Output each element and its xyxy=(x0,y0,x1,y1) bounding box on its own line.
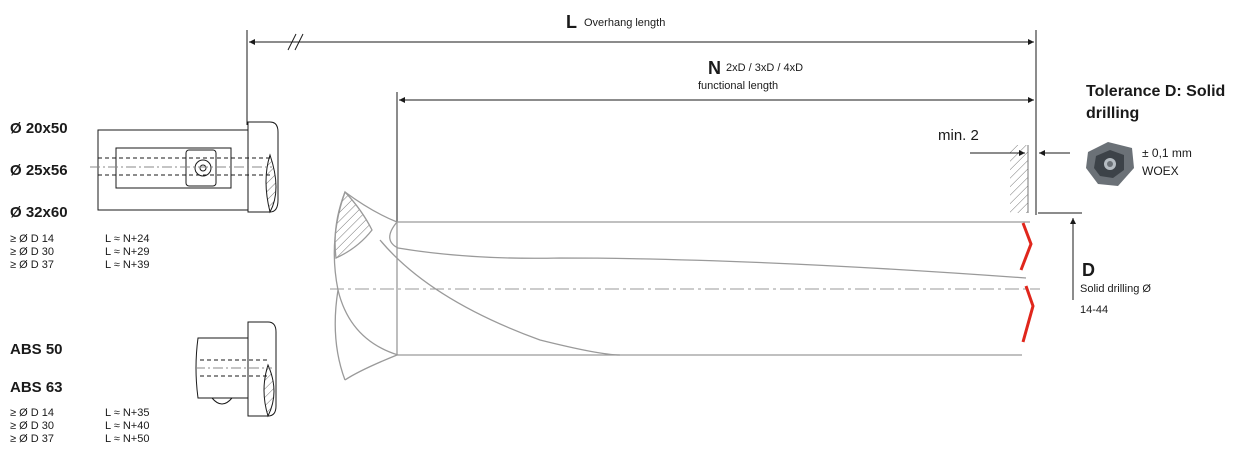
tolerance-value: ± 0,1 mm xyxy=(1142,146,1192,160)
spec-len: L ≈ N+50 xyxy=(105,433,150,445)
spec-dia: ≥ Ø D 14 xyxy=(10,233,54,245)
tolerance-title-line-2: drilling xyxy=(1086,105,1140,122)
size-label-abs50: ABS 50 xyxy=(10,341,63,358)
diameter-dimension xyxy=(1038,212,1082,300)
cutting-edges xyxy=(1019,222,1035,343)
spec-dia: ≥ Ø D 30 xyxy=(10,420,54,432)
drill-body xyxy=(330,190,1040,381)
diameter-label: Solid drilling Ø xyxy=(1080,283,1151,295)
spec-len: L ≈ N+35 xyxy=(105,407,150,419)
diameter-range: 14-44 xyxy=(1080,304,1109,316)
size-label-20x50: Ø 20x50 xyxy=(10,120,68,137)
spec-dia: ≥ Ø D 14 xyxy=(10,407,54,419)
functional-ratios: 2xD / 3xD / 4xD xyxy=(726,62,804,74)
size-label-25x56: Ø 25x56 xyxy=(10,162,68,179)
size-label-abs63: ABS 63 xyxy=(10,379,63,396)
tolerance-title-line-1: Tolerance D: Solid xyxy=(1086,83,1226,100)
overhang-dimension xyxy=(246,30,1037,215)
woex-insert-icon xyxy=(1086,142,1134,186)
functional-label: functional length xyxy=(698,80,779,92)
workpiece-face xyxy=(1010,145,1029,213)
spec-dia: ≥ Ø D 30 xyxy=(10,246,54,258)
diameter-letter: D xyxy=(1082,260,1095,280)
spec-dia: ≥ Ø D 37 xyxy=(10,259,54,271)
spec-len: L ≈ N+40 xyxy=(105,420,150,432)
functional-length-dimension xyxy=(396,92,1034,222)
cylindrical-holder xyxy=(90,121,279,214)
spec-len: L ≈ N+29 xyxy=(105,246,150,258)
spec-len: L ≈ N+24 xyxy=(105,233,150,245)
size-label-32x60: Ø 32x60 xyxy=(10,204,68,221)
functional-letter: N xyxy=(708,58,721,78)
insert-type: WOEX xyxy=(1142,164,1179,178)
overhang-letter: L xyxy=(566,12,577,32)
spec-dia: ≥ Ø D 37 xyxy=(10,433,54,445)
abs-holder xyxy=(195,321,277,418)
overhang-label: Overhang length xyxy=(584,17,666,29)
spec-len: L ≈ N+39 xyxy=(105,259,150,271)
min-label: min. 2 xyxy=(938,127,979,144)
